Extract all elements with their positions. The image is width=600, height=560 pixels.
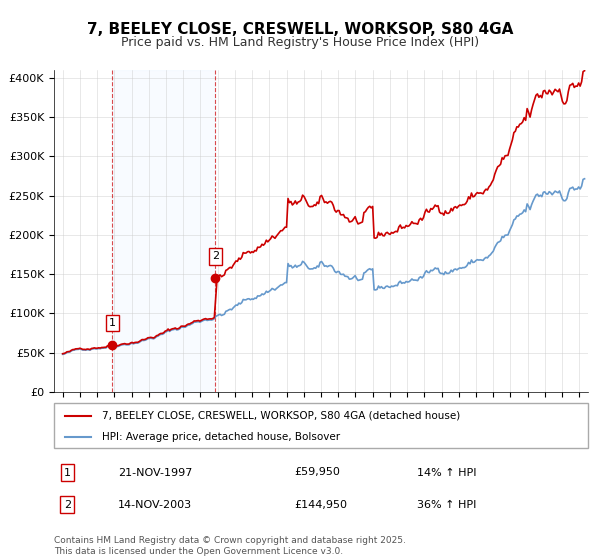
- Text: 1: 1: [109, 318, 116, 328]
- Text: 1: 1: [64, 468, 71, 478]
- Text: Price paid vs. HM Land Registry's House Price Index (HPI): Price paid vs. HM Land Registry's House …: [121, 36, 479, 49]
- Text: 21-NOV-1997: 21-NOV-1997: [118, 468, 193, 478]
- Text: 2: 2: [64, 500, 71, 510]
- Text: 14% ↑ HPI: 14% ↑ HPI: [417, 468, 476, 478]
- Text: 7, BEELEY CLOSE, CRESWELL, WORKSOP, S80 4GA (detached house): 7, BEELEY CLOSE, CRESWELL, WORKSOP, S80 …: [102, 410, 460, 421]
- Bar: [112, 70, 215, 392]
- Text: Contains HM Land Registry data © Crown copyright and database right 2025.
This d: Contains HM Land Registry data © Crown c…: [54, 536, 406, 556]
- Text: 7, BEELEY CLOSE, CRESWELL, WORKSOP, S80 4GA: 7, BEELEY CLOSE, CRESWELL, WORKSOP, S80 …: [87, 22, 513, 38]
- Text: £144,950: £144,950: [295, 500, 347, 510]
- Text: 14-NOV-2003: 14-NOV-2003: [118, 500, 192, 510]
- Text: 2: 2: [212, 251, 219, 261]
- FancyBboxPatch shape: [54, 403, 588, 448]
- Text: £59,950: £59,950: [295, 468, 340, 478]
- Text: 36% ↑ HPI: 36% ↑ HPI: [417, 500, 476, 510]
- Text: HPI: Average price, detached house, Bolsover: HPI: Average price, detached house, Bols…: [102, 432, 340, 442]
